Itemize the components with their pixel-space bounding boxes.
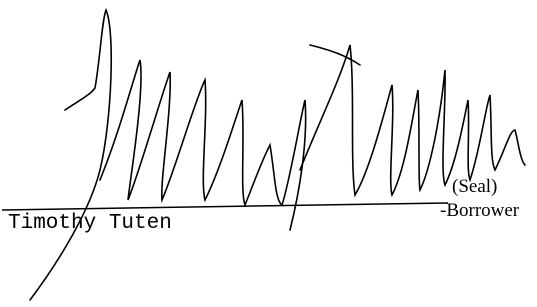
role-label: -Borrower (440, 200, 519, 222)
signature-scribble (30, 10, 525, 300)
signature-line (2, 203, 448, 210)
borrower-name: Timothy Tuten (8, 212, 172, 235)
signature-drawing (0, 0, 537, 307)
seal-label: (Seal) (452, 176, 497, 198)
signature-block: Timothy Tuten (Seal) -Borrower (0, 0, 537, 307)
